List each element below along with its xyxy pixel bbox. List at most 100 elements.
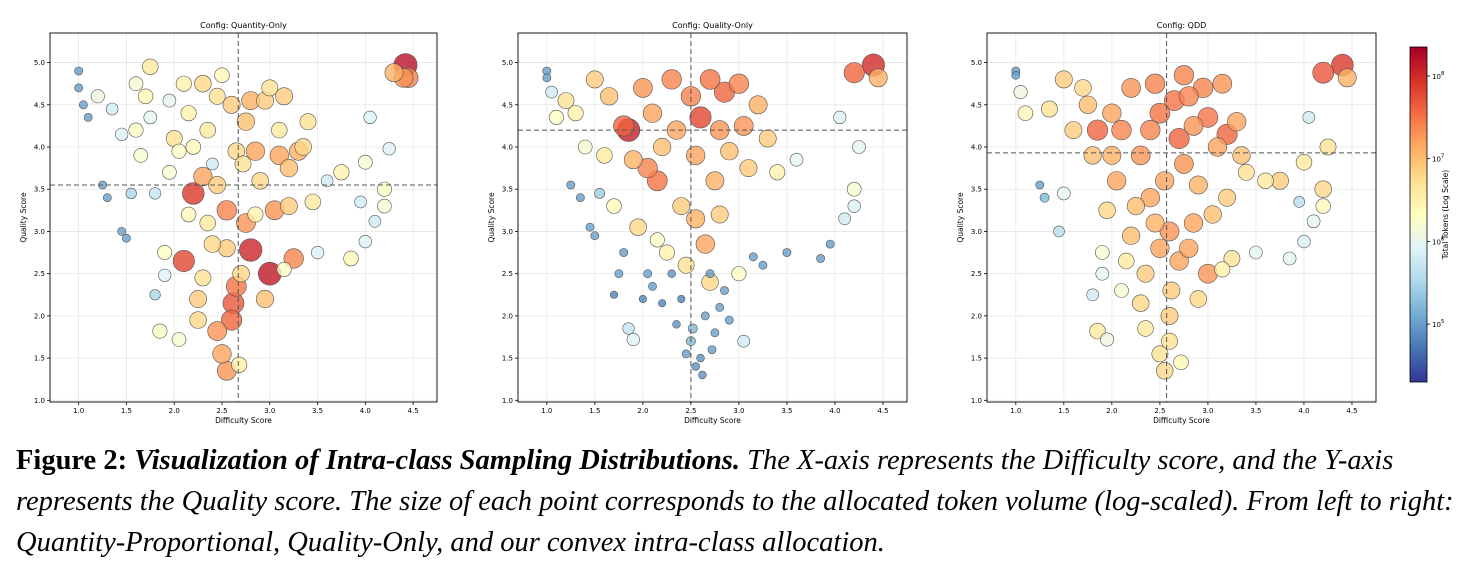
data-point: [782, 248, 792, 257]
data-point: [275, 87, 294, 106]
data-point: [157, 245, 173, 261]
data-point: [548, 109, 564, 125]
data-point: [710, 328, 720, 338]
data-point: [600, 87, 619, 106]
data-point: [642, 103, 663, 123]
data-point: [74, 83, 84, 93]
data-point: [122, 233, 131, 243]
data-point: [1188, 175, 1208, 195]
data-point: [1282, 251, 1297, 266]
y-tick-label: 1.5: [971, 355, 982, 363]
colorbar-label: Total Tokens (Log Scale): [1441, 170, 1450, 260]
data-point: [1183, 213, 1204, 233]
data-point: [705, 171, 725, 191]
data-point: [689, 106, 712, 129]
caption-title: Visualization of Intra-class Sampling Di…: [134, 445, 741, 476]
data-point: [1160, 306, 1179, 325]
data-point: [652, 137, 672, 157]
data-point: [152, 323, 168, 339]
y-tick-label: 5.0: [971, 59, 982, 67]
data-point: [1102, 103, 1122, 123]
y-tick-label: 2.5: [971, 270, 982, 278]
data-point: [199, 214, 216, 232]
data-point: [825, 239, 835, 249]
data-point: [724, 315, 734, 325]
data-point: [705, 269, 715, 279]
x-tick-label: 4.0: [360, 407, 371, 415]
y-tick-label: 2.5: [34, 270, 45, 278]
data-point: [1126, 197, 1145, 216]
x-tick-label: 3.5: [781, 407, 792, 415]
data-point: [545, 85, 558, 99]
data-point: [1011, 70, 1021, 80]
data-point: [666, 120, 687, 140]
data-point: [239, 238, 263, 262]
x-tick-label: 1.0: [541, 407, 552, 415]
y-tick-label: 1.5: [34, 355, 45, 363]
data-point: [299, 113, 317, 131]
data-point: [74, 66, 84, 76]
data-point: [343, 250, 359, 267]
data-point: [677, 294, 686, 303]
data-point: [1114, 283, 1129, 298]
data-point: [283, 248, 304, 269]
y-axis-label: Quality Score: [956, 192, 965, 243]
data-point: [1150, 238, 1170, 258]
x-tick-label: 4.0: [1298, 407, 1309, 415]
data-point: [1095, 245, 1110, 260]
data-point: [162, 165, 177, 180]
data-point: [279, 197, 298, 216]
data-point: [758, 260, 768, 270]
plot-frame: [517, 32, 908, 403]
panel-title: Config: Quantity-Only: [200, 21, 287, 30]
x-axis-label: Difficulty Score: [215, 416, 272, 425]
data-point: [125, 187, 137, 199]
data-point: [1173, 65, 1194, 86]
y-tick-label: 2.0: [34, 312, 45, 320]
data-point: [1140, 188, 1160, 208]
data-point: [1297, 235, 1311, 249]
data-point: [733, 116, 754, 136]
data-point: [667, 269, 676, 278]
y-tick-label: 4.5: [502, 101, 513, 109]
data-point: [294, 138, 312, 156]
data-point: [696, 353, 705, 363]
data-point: [700, 311, 710, 321]
data-point: [843, 62, 865, 84]
data-point: [715, 302, 725, 312]
data-point: [1293, 196, 1305, 208]
y-tick-label: 3.0: [971, 228, 982, 236]
data-point: [222, 95, 241, 114]
data-point: [189, 290, 208, 308]
data-point: [707, 345, 717, 354]
data-point: [90, 89, 105, 104]
figure-caption: Figure 2: Visualization of Intra-class S…: [16, 440, 1466, 563]
x-tick-label: 3.0: [264, 407, 275, 415]
scatter-panel-qdd: 1.0 1.5 2.0 2.5 3.0 3.5 4.0 4.5 1.0 1.5 2.0 2.5 3.0 3…: [956, 21, 1377, 425]
data-point: [658, 244, 675, 261]
data-point: [232, 265, 250, 283]
data-point: [1223, 250, 1241, 267]
data-point: [189, 311, 207, 329]
data-point: [585, 222, 595, 232]
data-point: [576, 193, 585, 203]
data-point: [236, 112, 255, 131]
colorbar-tick-label: 106: [1432, 236, 1445, 246]
data-point: [622, 322, 635, 335]
data-point: [613, 115, 635, 137]
data-point: [255, 289, 275, 309]
data-point: [269, 145, 289, 165]
data-point: [686, 145, 706, 165]
data-point: [1013, 85, 1028, 100]
data-point: [1089, 322, 1106, 340]
data-point: [333, 164, 350, 181]
data-point: [1155, 362, 1174, 380]
data-point: [206, 157, 219, 171]
data-point: [1319, 138, 1337, 156]
caption-lead: Figure 2:: [16, 445, 128, 476]
data-point: [214, 67, 230, 83]
data-point: [143, 110, 158, 125]
data-point: [1095, 266, 1110, 281]
data-point: [1183, 116, 1204, 136]
data-point: [172, 250, 195, 273]
